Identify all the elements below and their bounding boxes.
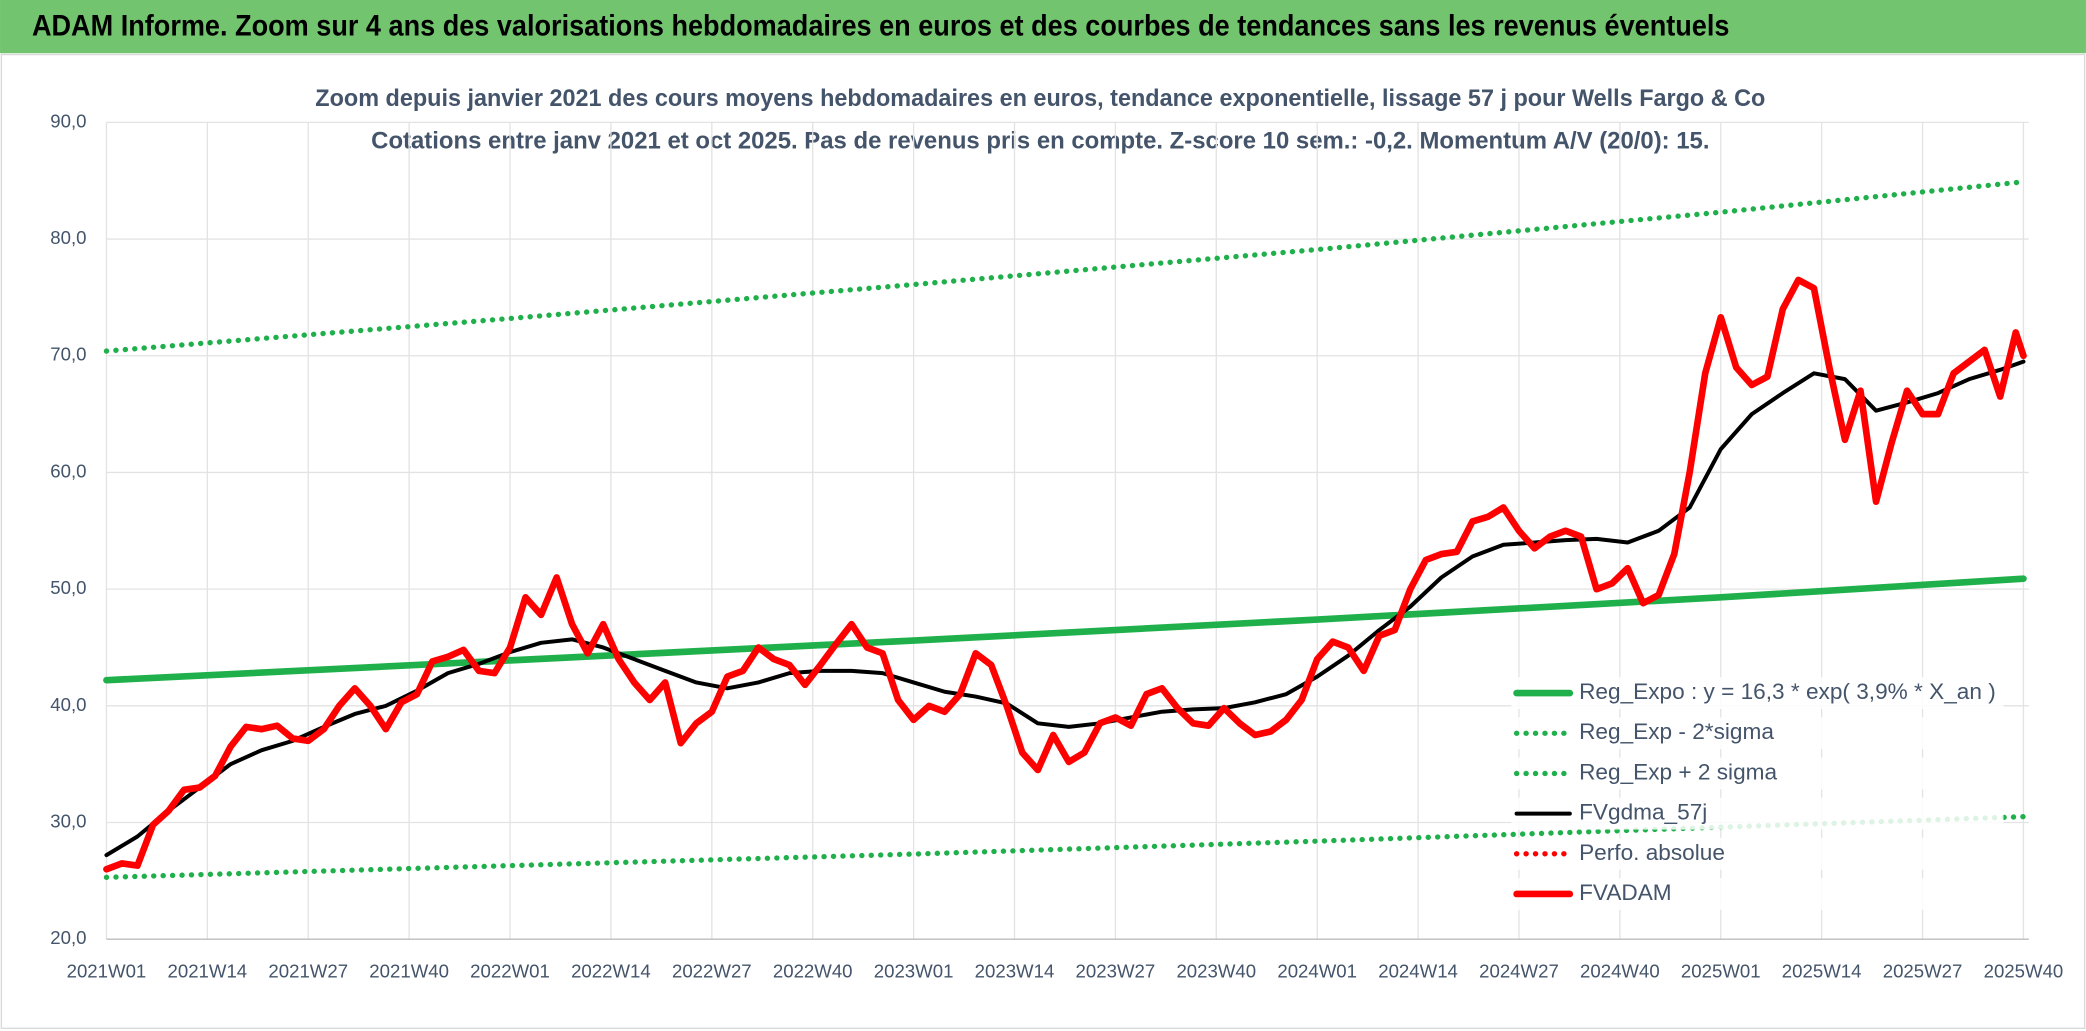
x-tick-label: 2024W27 xyxy=(1479,960,1559,981)
series-line xyxy=(104,359,2026,858)
chart-frame xyxy=(0,53,2086,1030)
legend-label: Reg_Expo : y = 16,3 * exp( 3,9% * X_an ) xyxy=(1579,679,1996,704)
x-tick-label: 2023W40 xyxy=(1176,960,1256,981)
y-tick-label: 70,0 xyxy=(50,344,86,365)
y-tick-label: 30,0 xyxy=(50,810,86,831)
x-tick-label: 2022W14 xyxy=(571,960,651,981)
x-tick-label: 2021W14 xyxy=(168,960,248,981)
series-line xyxy=(103,179,2027,354)
chart-subtitle: Cotations entre janv 2021 et oct 2025. P… xyxy=(371,128,1709,155)
series-line xyxy=(103,814,2027,881)
x-tick-label: 2021W40 xyxy=(369,960,449,981)
y-tick-label: 20,0 xyxy=(50,927,86,948)
x-tick-label: 2022W01 xyxy=(470,960,550,981)
legend-bg xyxy=(1511,757,2004,790)
x-tick-label: 2025W01 xyxy=(1681,960,1761,981)
y-tick-label: 40,0 xyxy=(50,694,86,715)
header-title: ADAM Informe. Zoom sur 4 ans des valoris… xyxy=(32,11,1729,43)
x-tick-label: 2022W40 xyxy=(773,960,853,981)
header-bar xyxy=(0,0,2086,54)
x-tick-label: 2022W27 xyxy=(672,960,752,981)
legend-bg xyxy=(1511,878,2004,910)
legend-label: Reg_Exp + 2 sigma xyxy=(1579,759,1777,784)
series-line xyxy=(103,575,2027,684)
x-tick-label: 2023W14 xyxy=(975,960,1055,981)
legend-label: Perfo. absolue xyxy=(1579,840,1725,865)
x-tick-label: 2024W14 xyxy=(1378,960,1458,981)
x-tick-label: 2024W01 xyxy=(1277,960,1357,981)
x-tick-label: 2023W01 xyxy=(874,960,954,981)
x-tick-label: 2021W27 xyxy=(268,960,348,981)
x-tick-label: 2025W40 xyxy=(1984,960,2064,981)
x-tick-label: 2025W27 xyxy=(1883,960,1963,981)
legend-bg xyxy=(1511,717,2004,750)
legend-bg xyxy=(1511,677,2004,710)
legend-label: Reg_Exp - 2*sigma xyxy=(1579,719,1774,744)
x-tick-label: 2024W40 xyxy=(1580,960,1660,981)
x-tick-label: 2025W14 xyxy=(1782,960,1862,981)
series-line xyxy=(103,276,2027,873)
legend-label: FVADAM xyxy=(1579,880,1672,905)
legend-label: FVgdma_57j xyxy=(1579,800,1707,825)
x-tick-label: 2023W27 xyxy=(1076,960,1156,981)
y-tick-label: 50,0 xyxy=(50,577,86,598)
y-tick-label: 90,0 xyxy=(50,110,86,131)
y-tick-label: 80,0 xyxy=(50,227,86,248)
x-tick-label: 2021W01 xyxy=(67,960,147,981)
legend-bg xyxy=(1511,797,2004,830)
chart-subtitle: Zoom depuis janvier 2021 des cours moyen… xyxy=(315,85,1765,112)
y-tick-label: 60,0 xyxy=(50,460,86,481)
legend-bg xyxy=(1511,837,2004,870)
